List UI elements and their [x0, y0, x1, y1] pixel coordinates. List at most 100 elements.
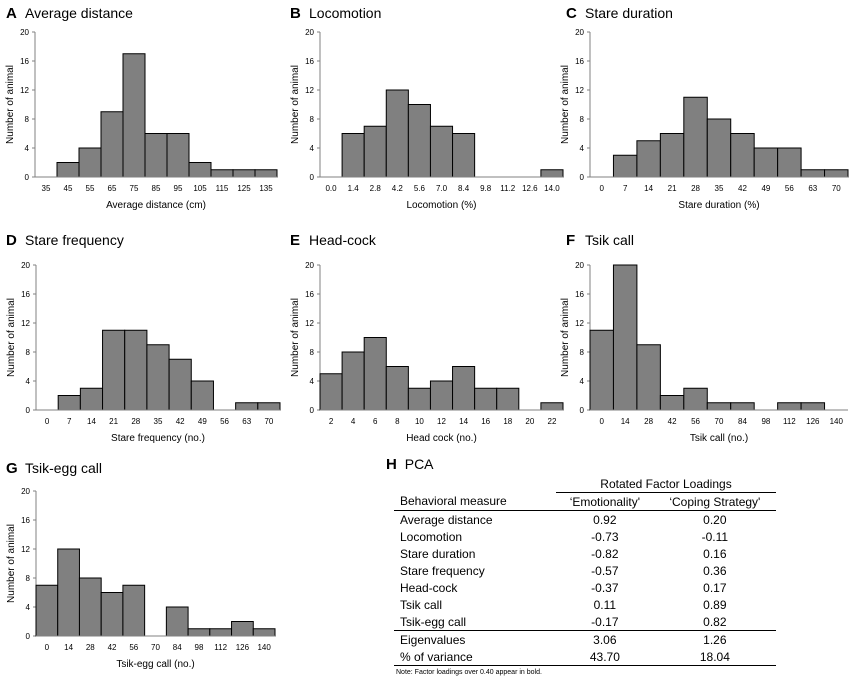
variance-row: % of variance 43.70 18.04 [394, 648, 776, 666]
histogram-bar [254, 169, 278, 178]
histogram-bar [800, 402, 826, 411]
x-tick-label: 35 [715, 184, 724, 193]
histogram-bar [474, 387, 498, 411]
histogram-bar [407, 104, 431, 178]
histogram-bar [589, 329, 614, 411]
x-tick-label: 2 [329, 417, 334, 426]
y-axis-title: Number of animal [560, 298, 571, 377]
row-f2: 0.17 [703, 580, 727, 595]
x-tick-label: 28 [644, 417, 653, 426]
table-row: Stare duration -0.82 0.16 [394, 545, 776, 562]
y-tick-label: 20 [575, 28, 584, 37]
y-tick-label: 20 [305, 28, 314, 37]
histogram-bar [231, 621, 254, 637]
histogram-panel-F: F Tsik call 0 4 8 12 16 20 0 14 28 42 56 70 84 98 112 126… [560, 232, 848, 444]
histogram-bar [78, 147, 102, 178]
y-tick-label: 4 [25, 144, 30, 153]
y-tick-label: 4 [580, 377, 585, 386]
x-tick-label: 14 [459, 417, 468, 426]
x-tick-label: 70 [832, 184, 841, 193]
y-tick-label: 8 [310, 115, 315, 124]
x-tick-label: 63 [808, 184, 817, 193]
y-tick-label: 8 [26, 574, 31, 583]
histogram-bar [124, 329, 148, 411]
table-row: Tsik-egg call -0.17 0.82 [394, 613, 776, 631]
histogram-bar [777, 147, 802, 178]
table-row: Locomotion -0.73 -0.11 [394, 528, 776, 545]
x-tick-label: 14 [87, 417, 96, 426]
histogram-bar [210, 169, 234, 178]
histogram-bar [800, 169, 826, 178]
x-tick-label: 14 [644, 184, 653, 193]
row-measure: Eigenvalues [394, 630, 556, 648]
y-tick-label: 20 [305, 261, 314, 270]
y-axis-title: Number of animal [5, 65, 16, 144]
y-axis-title: Number of animal [560, 65, 571, 144]
histogram-panel-C: C Stare duration 0 4 8 12 16 20 0 7 14 21 28 35 42 49 56… [560, 5, 849, 211]
x-tick-label: 21 [668, 184, 677, 193]
row-f2: 1.26 [653, 630, 776, 648]
pca-heading: H PCA [386, 456, 781, 473]
x-tick-label: 84 [173, 643, 182, 652]
x-tick-label: 2.8 [370, 184, 382, 193]
y-tick-label: 0 [25, 173, 30, 182]
histogram-bar [122, 53, 146, 178]
row-measure: Tsik-egg call [400, 614, 467, 629]
histogram-bar [753, 147, 779, 178]
histogram-bar [57, 548, 80, 637]
panel-letter-E: E [290, 232, 300, 249]
histogram-bar [385, 89, 409, 178]
x-tick-label: 11.2 [500, 184, 516, 193]
row-f1: 0.11 [593, 597, 617, 612]
histogram-bar [257, 402, 281, 411]
x-tick-label: 70 [264, 417, 273, 426]
x-tick-label: 55 [86, 184, 95, 193]
histogram-bar [341, 351, 365, 411]
histogram-bar [636, 140, 661, 178]
y-tick-label: 4 [26, 603, 31, 612]
x-tick-label: 140 [830, 417, 844, 426]
row-f1: 0.92 [593, 512, 617, 527]
panel-title: Stare duration [585, 5, 673, 21]
y-tick-label: 0 [26, 632, 31, 641]
row-f1: 43.70 [556, 648, 654, 666]
row-measure: Locomotion [400, 529, 463, 544]
x-tick-label: 42 [108, 643, 117, 652]
x-tick-label: 56 [129, 643, 138, 652]
x-tick-label: 0.0 [325, 184, 337, 193]
x-tick-label: 70 [151, 643, 160, 652]
y-tick-label: 16 [305, 290, 314, 299]
x-tick-label: 56 [220, 417, 229, 426]
histogram-bar [683, 387, 708, 411]
histogram-bar [165, 606, 189, 637]
y-tick-label: 16 [20, 57, 29, 66]
panel-title: Tsik-egg call [25, 460, 102, 476]
x-tick-label: 42 [668, 417, 677, 426]
histogram-bar [612, 154, 638, 178]
histogram-bar [612, 264, 638, 411]
histogram-bar [78, 577, 102, 637]
x-tick-label: 28 [691, 184, 700, 193]
x-tick-label: 56 [785, 184, 794, 193]
y-tick-label: 4 [26, 377, 31, 386]
panel-letter-G: G [6, 460, 18, 477]
x-tick-label: 35 [42, 184, 51, 193]
x-axis-title: Average distance (cm) [106, 200, 206, 211]
x-tick-label: 45 [64, 184, 73, 193]
table-row: Head-cock -0.37 0.17 [394, 579, 776, 596]
x-tick-label: 49 [198, 417, 207, 426]
histogram-panel-G: G Tsik-egg call 0 4 8 12 16 20 0 14 28 42 56 70 84 98 11… [6, 460, 276, 670]
y-tick-label: 12 [575, 86, 584, 95]
histogram-bar [100, 592, 124, 637]
row-f1: -0.17 [591, 614, 619, 629]
panel-letter-F: F [566, 232, 575, 249]
panel-title: Tsik call [585, 232, 634, 248]
x-tick-label: 35 [154, 417, 163, 426]
row-measure: Head-cock [400, 580, 458, 595]
x-tick-label: 70 [715, 417, 724, 426]
y-axis-title: Number of animal [290, 298, 301, 377]
table-row: Stare frequency -0.57 0.36 [394, 562, 776, 579]
x-tick-label: 10 [415, 417, 424, 426]
x-axis-title: Locomotion (%) [406, 200, 476, 211]
